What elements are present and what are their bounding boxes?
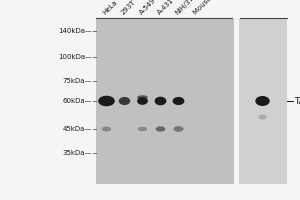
Text: HeLa: HeLa (102, 0, 119, 16)
Text: A-549: A-549 (138, 0, 157, 16)
Ellipse shape (102, 126, 111, 132)
Text: A-431: A-431 (156, 0, 175, 16)
Ellipse shape (172, 97, 184, 105)
Text: 60kDa—: 60kDa— (62, 98, 92, 104)
Text: Mouse heart: Mouse heart (192, 0, 227, 16)
Bar (234, 18, 238, 184)
Text: TAK1: TAK1 (294, 97, 300, 106)
Ellipse shape (119, 97, 130, 105)
Ellipse shape (173, 126, 184, 132)
Text: 35kDa—: 35kDa— (63, 150, 92, 156)
Text: 100kDa—: 100kDa— (58, 54, 92, 60)
Ellipse shape (138, 127, 147, 131)
Ellipse shape (156, 126, 165, 132)
Text: 45kDa—: 45kDa— (63, 126, 92, 132)
Text: 75kDa—: 75kDa— (63, 78, 92, 84)
Bar (238, 18, 286, 184)
Ellipse shape (255, 96, 270, 106)
Bar (96, 18, 234, 184)
Ellipse shape (154, 97, 166, 105)
Ellipse shape (98, 96, 115, 106)
Text: 293T: 293T (120, 0, 137, 16)
Text: 140kDa—: 140kDa— (58, 28, 92, 34)
Ellipse shape (137, 95, 148, 100)
Ellipse shape (259, 114, 266, 119)
Ellipse shape (137, 97, 148, 105)
Text: NIH/3T3: NIH/3T3 (174, 0, 198, 16)
